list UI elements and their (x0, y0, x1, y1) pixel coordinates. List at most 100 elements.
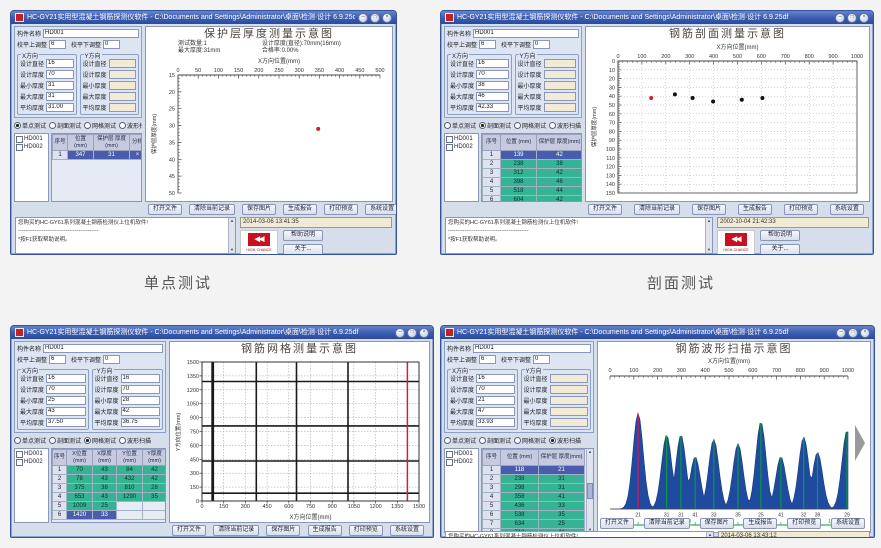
tree-item[interactable]: HD001 (446, 135, 477, 143)
minimize-button[interactable]: ─ (835, 12, 845, 23)
action-button[interactable]: 系统设置 (365, 204, 396, 216)
component-name-input[interactable]: HD001 (473, 29, 579, 38)
mode-radio-0[interactable]: 单点测试 (14, 436, 46, 445)
table-row[interactable]: 4 653 43 1290 35 (52, 492, 165, 502)
x-direction-param-0-input[interactable]: 16 (476, 374, 515, 383)
side-button[interactable]: 关于... (760, 244, 801, 254)
table-row[interactable]: 2 238 38 (482, 159, 581, 169)
y-direction-param-3-input[interactable] (543, 92, 576, 101)
mode-radio-1[interactable]: 剖面测试 (479, 121, 511, 130)
x-direction-param-1-input[interactable]: 70 (476, 70, 509, 79)
table-row[interactable]: 1 118 21 (482, 465, 585, 475)
minimize-button[interactable]: ─ (836, 327, 846, 338)
table-row[interactable]: 1 347 31 × (52, 150, 141, 160)
action-button[interactable]: 生成报告 (307, 525, 342, 537)
y-direction-param-2-input[interactable] (108, 81, 136, 90)
memo-scrollbar[interactable]: ▲▼ (706, 532, 713, 537)
action-button[interactable]: 打开文件 (172, 525, 207, 537)
y-direction-param-3-input[interactable] (108, 92, 136, 101)
table-row[interactable]: 6 604 42 (482, 195, 581, 201)
y-direction-param-1-input[interactable]: 70 (120, 385, 160, 394)
maximize-button[interactable]: □ (847, 12, 857, 23)
tree-item[interactable]: HD002 (446, 458, 477, 466)
table-row[interactable]: 2 238 31 (482, 474, 585, 484)
table-scrollbar[interactable]: ▲ ▼ (586, 449, 593, 532)
component-name-input[interactable]: HD001 (473, 344, 591, 353)
action-button[interactable]: 保存图片 (699, 518, 734, 530)
y-direction-param-2-input[interactable] (543, 81, 576, 90)
x-direction-param-0-input[interactable]: 16 (46, 374, 86, 383)
y-direction-param-1-input[interactable] (543, 70, 576, 79)
tree-item[interactable]: HD001 (446, 450, 477, 458)
y-direction-param-1-input[interactable] (549, 385, 588, 394)
action-button[interactable]: 保存图片 (691, 204, 726, 216)
mode-radio-3[interactable]: 波形扫描 (119, 121, 142, 130)
action-button[interactable]: 打开文件 (600, 518, 635, 530)
maximize-button[interactable]: □ (370, 12, 380, 23)
action-button[interactable]: 生成报告 (283, 204, 318, 216)
y-direction-param-3-input[interactable]: 42 (120, 407, 160, 416)
mode-radio-0[interactable]: 单点测试 (444, 436, 476, 445)
cal-up-input[interactable]: 6 (479, 40, 497, 49)
y-direction-param-4-input[interactable] (543, 103, 576, 112)
action-button[interactable]: 打印预览 (348, 525, 383, 537)
x-direction-param-2-input[interactable]: 21 (476, 396, 515, 405)
mode-radio-2[interactable]: 网格测试 (84, 436, 116, 445)
table-row[interactable]: 5 1009 25 (52, 501, 165, 511)
y-direction-param-4-input[interactable] (549, 418, 588, 427)
table-row[interactable]: 3 298 31 (482, 483, 585, 493)
y-direction-param-2-input[interactable] (549, 396, 588, 405)
maximize-button[interactable]: □ (407, 327, 417, 338)
cal-up-input[interactable]: 6 (479, 355, 497, 364)
window-titlebar[interactable]: HC-GY21实用型混凝土钢筋探测仪软件 - C:\Documents and … (11, 326, 433, 339)
table-row[interactable]: 1 139 42 (482, 150, 581, 160)
mode-radio-1[interactable]: 剖面测试 (49, 436, 81, 445)
x-direction-param-0-input[interactable]: 16 (476, 59, 509, 68)
x-direction-param-3-input[interactable]: 47 (476, 407, 515, 416)
table-row[interactable]: 3 375 38 810 28 (52, 483, 165, 493)
side-button[interactable]: 帮助说明 (760, 230, 801, 242)
x-direction-param-2-input[interactable]: 38 (476, 81, 509, 90)
close-button[interactable]: × (382, 12, 392, 23)
x-direction-param-0-input[interactable]: 16 (46, 59, 74, 68)
action-button[interactable]: 生成报告 (737, 204, 772, 216)
mode-radio-0[interactable]: 单点测试 (14, 121, 46, 130)
cal-down-input[interactable]: 0 (533, 40, 551, 49)
mode-radio-1[interactable]: 剖面测试 (49, 121, 81, 130)
pan-right-arrow-icon[interactable] (855, 425, 865, 461)
mode-radio-1[interactable]: 剖面测试 (479, 436, 511, 445)
action-button[interactable]: 系统设置 (389, 525, 424, 537)
action-button[interactable]: 保存图片 (266, 525, 301, 537)
tree-item[interactable]: HD001 (16, 450, 47, 458)
table-row[interactable]: 6 1420 33 (52, 510, 165, 520)
table-row[interactable]: 4 398 46 (482, 177, 581, 187)
table-row[interactable]: 2 78 43 432 42 (52, 474, 165, 484)
y-direction-param-3-input[interactable] (549, 407, 588, 416)
action-button[interactable]: 清除当前记录 (633, 204, 680, 216)
tree-item[interactable]: HD002 (446, 143, 477, 151)
action-button[interactable]: 系统设置 (829, 204, 864, 216)
action-button[interactable]: 打印预览 (787, 518, 822, 530)
action-button[interactable]: 清除当前记录 (643, 518, 690, 530)
mode-radio-2[interactable]: 网格测试 (514, 436, 546, 445)
close-button[interactable]: × (859, 12, 869, 23)
x-direction-param-4-input[interactable]: 31.00 (46, 103, 74, 112)
y-direction-param-0-input[interactable] (543, 59, 576, 68)
component-name-input[interactable]: HD001 (43, 344, 163, 353)
action-button[interactable]: 系统设置 (830, 518, 865, 530)
y-direction-param-0-input[interactable]: 16 (120, 374, 160, 383)
maximize-button[interactable]: □ (848, 327, 858, 338)
x-direction-param-4-input[interactable]: 33.93 (476, 418, 515, 427)
memo-scrollbar[interactable]: ▲▼ (705, 218, 712, 254)
mode-radio-2[interactable]: 网格测试 (84, 121, 116, 130)
tree-item[interactable]: HD001 (16, 135, 47, 143)
action-button[interactable]: 打印预览 (783, 204, 818, 216)
side-button[interactable]: 帮助说明 (283, 230, 324, 242)
close-button[interactable]: × (419, 327, 429, 338)
y-direction-param-4-input[interactable]: 36.75 (120, 418, 160, 427)
table-row[interactable]: 5 436 33 (482, 501, 585, 511)
y-direction-param-1-input[interactable] (108, 70, 136, 79)
x-direction-param-1-input[interactable]: 70 (476, 385, 515, 394)
action-button[interactable]: 清除当前记录 (213, 525, 260, 537)
memo-scrollbar[interactable]: ▲▼ (228, 218, 235, 254)
